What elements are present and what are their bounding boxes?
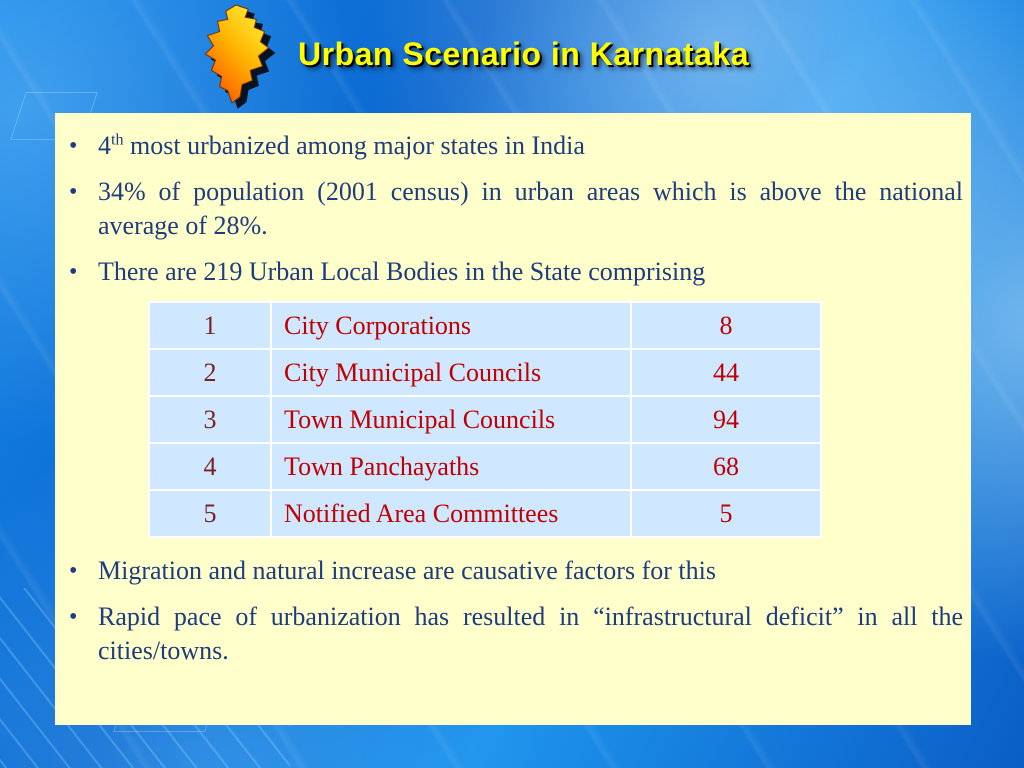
- row-label: Town Panchayaths: [270, 442, 632, 491]
- bullet-text: Rapid pace of urbanization has resulted …: [98, 602, 963, 665]
- row-number: 3: [148, 395, 272, 444]
- ulb-table: 1 City Corporations 8 2 City Municipal C…: [148, 301, 822, 538]
- row-value: 5: [630, 489, 822, 538]
- row-number: 1: [148, 301, 272, 350]
- top-bullet-list: 4th most urbanized among major states in…: [55, 129, 971, 289]
- content-box: 4th most urbanized among major states in…: [55, 113, 971, 725]
- row-label: Notified Area Committees: [270, 489, 632, 538]
- row-number: 4: [148, 442, 272, 491]
- row-number: 5: [148, 489, 272, 538]
- slide-title: Urban Scenario in Karnataka: [298, 35, 749, 72]
- table-row: 3 Town Municipal Councils 94: [148, 395, 822, 444]
- bullet-most-urbanized: 4th most urbanized among major states in…: [55, 129, 971, 163]
- bullet-text: 34% of population (2001 census) in urban…: [98, 177, 963, 240]
- bullet-population-share: 34% of population (2001 census) in urban…: [55, 175, 971, 243]
- row-label: City Municipal Councils: [270, 348, 632, 397]
- row-number: 2: [148, 348, 272, 397]
- bottom-bullet-list: Migration and natural increase are causa…: [55, 554, 971, 668]
- row-label: City Corporations: [270, 301, 632, 350]
- table-row: 4 Town Panchayaths 68: [148, 442, 822, 491]
- bullet-text: 4th most urbanized among major states in…: [98, 131, 585, 160]
- row-value: 44: [630, 348, 822, 397]
- bullet-text: Migration and natural increase are causa…: [98, 556, 716, 585]
- bullet-infrastructural-deficit: Rapid pace of urbanization has resulted …: [55, 600, 971, 668]
- row-label: Town Municipal Councils: [270, 395, 632, 444]
- row-value: 8: [630, 301, 822, 350]
- table-row: 2 City Municipal Councils 44: [148, 348, 822, 397]
- bullet-migration-increase: Migration and natural increase are causa…: [55, 554, 971, 588]
- karnataka-map-icon: [196, 3, 280, 105]
- ordinal-superscript: th: [111, 131, 124, 149]
- table-row: 1 City Corporations 8: [148, 301, 822, 350]
- bullet-urban-local-bodies: There are 219 Urban Local Bodies in the …: [55, 255, 971, 289]
- bullet-text: There are 219 Urban Local Bodies in the …: [98, 257, 706, 286]
- row-value: 94: [630, 395, 822, 444]
- slide-header: Urban Scenario in Karnataka: [196, 0, 749, 108]
- row-value: 68: [630, 442, 822, 491]
- table-row: 5 Notified Area Committees 5: [148, 489, 822, 538]
